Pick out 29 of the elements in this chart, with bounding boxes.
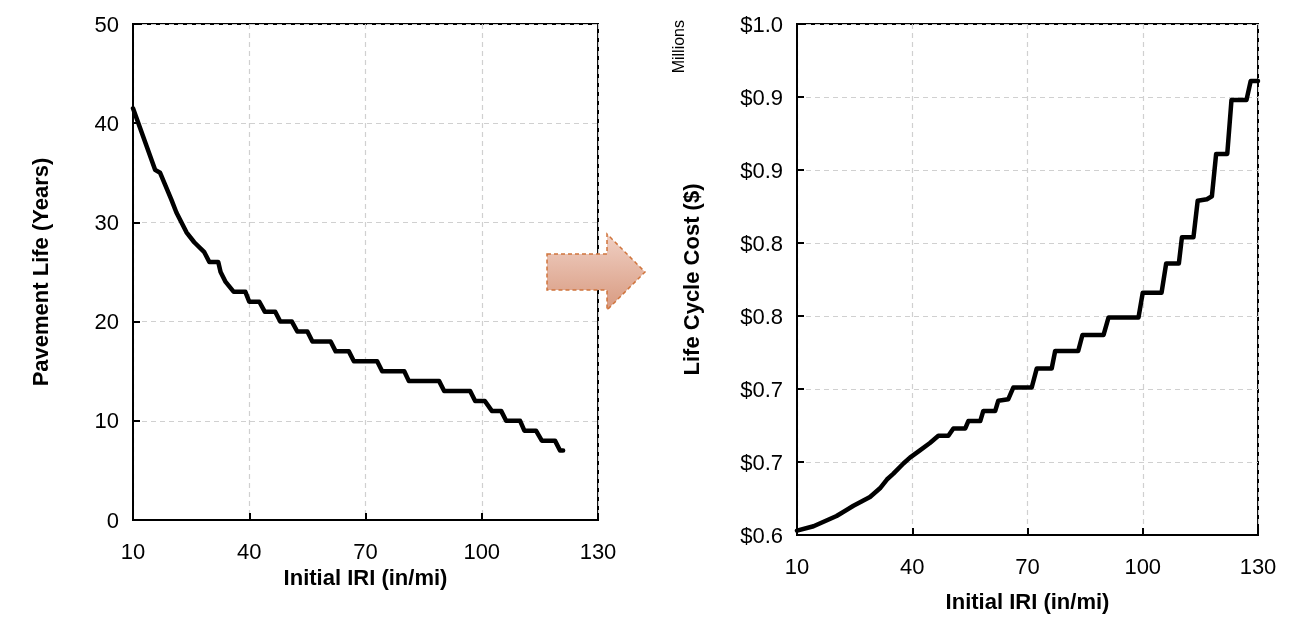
x-tick-label: 40 [900, 553, 925, 579]
y-tick-label: $1.0 [740, 11, 783, 37]
y-tick-label: $0.9 [740, 84, 783, 110]
x-tick-label: 100 [1124, 553, 1162, 579]
y-axis-title: Pavement Life (Years) [27, 157, 53, 387]
y-tick-label: 30 [94, 209, 119, 235]
x-axis-title: Initial IRI (in/mi) [283, 565, 448, 591]
y-tick-label: 50 [94, 11, 119, 37]
y-axis-title: Life Cycle Cost ($) [678, 183, 704, 376]
x-tick-label: 130 [579, 538, 617, 564]
x-tick-label: 10 [784, 553, 810, 579]
y-tick-label: $0.6 [740, 522, 783, 548]
y-tick-label: $0.8 [740, 303, 783, 329]
x-axis-title: Initial IRI (in/mi) [945, 588, 1110, 614]
x-tick-label: 70 [353, 538, 378, 564]
y-tick-label: 10 [94, 408, 119, 434]
y-tick-label: 20 [94, 309, 119, 335]
x-tick-label: 100 [463, 538, 501, 564]
x-tick-label: 10 [120, 538, 146, 564]
y-tick-label: $0.8 [740, 230, 783, 256]
y-tick-label: $0.7 [740, 376, 783, 402]
x-tick-label: 130 [1239, 553, 1277, 579]
y-tick-label: $0.9 [740, 157, 783, 183]
x-tick-label: 40 [237, 538, 262, 564]
y-tick-label: $0.7 [740, 449, 783, 475]
y-tick-label: 0 [106, 507, 119, 533]
x-tick-label: 70 [1015, 553, 1040, 579]
y-tick-label: 40 [94, 110, 119, 136]
text: Millions [669, 20, 687, 74]
